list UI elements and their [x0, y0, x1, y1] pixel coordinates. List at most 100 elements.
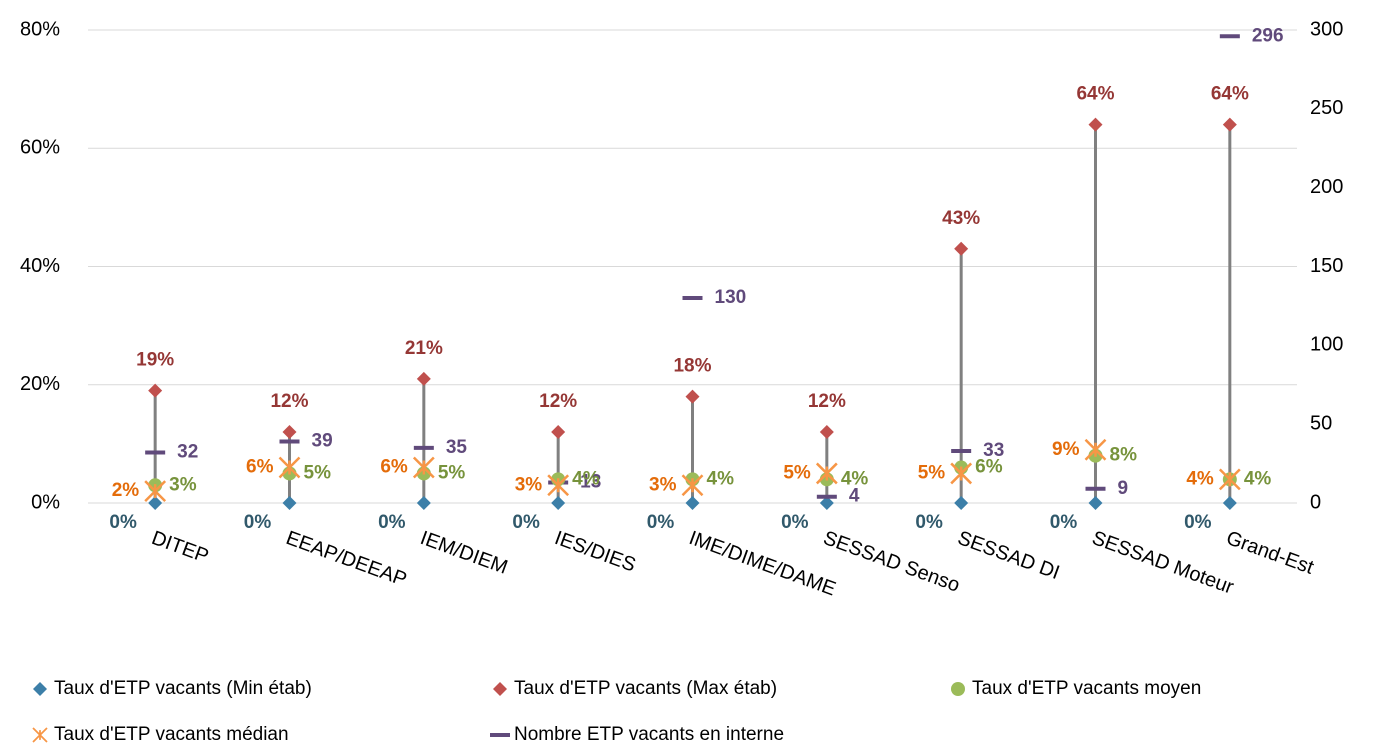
- data-label: 9%: [1052, 439, 1080, 460]
- data-label: 0%: [109, 512, 137, 533]
- x-tick-label: Grand-Est: [1223, 527, 1317, 579]
- legend-item: Taux d'ETP vacants (Min étab): [33, 678, 312, 699]
- data-label: 3%: [649, 474, 677, 495]
- marker: [1088, 117, 1103, 132]
- legend-item: Taux d'ETP vacants médian: [32, 724, 289, 745]
- data-label: 6%: [380, 457, 408, 478]
- marker: [551, 425, 566, 440]
- x-tick-label: EEAP/DEEAP: [283, 527, 410, 591]
- y2-tick-label: 300: [1310, 18, 1343, 40]
- legend-label: Taux d'ETP vacants (Max étab): [514, 678, 777, 699]
- data-label: 5%: [438, 462, 466, 483]
- data-label: 4%: [1244, 468, 1272, 489]
- data-label: 3%: [169, 474, 197, 495]
- y-tick-label: 40%: [20, 255, 60, 277]
- data-label: 4: [849, 486, 860, 507]
- marker: [416, 371, 431, 386]
- data-label: 2%: [112, 480, 140, 501]
- data-label: 0%: [915, 512, 943, 533]
- legend-label: Nombre ETP vacants en interne: [514, 724, 784, 745]
- marker: [547, 474, 570, 497]
- y-tick-label: 20%: [20, 373, 60, 395]
- marker: [951, 682, 965, 696]
- data-label: 12%: [270, 391, 308, 412]
- marker: [493, 682, 507, 696]
- data-label: 4%: [707, 468, 735, 489]
- data-label: 4%: [841, 468, 869, 489]
- marker: [819, 425, 834, 440]
- data-label: 130: [715, 287, 747, 308]
- data-label: 0%: [1050, 512, 1078, 533]
- data-label: 35: [446, 437, 468, 458]
- y2-tick-label: 150: [1310, 255, 1343, 277]
- y-tick-label: 60%: [20, 137, 60, 159]
- data-label: 6%: [975, 457, 1003, 478]
- marker: [819, 496, 834, 510]
- marker: [950, 462, 973, 485]
- x-tick-label: SESSAD Moteur: [1089, 527, 1237, 599]
- data-label: 13: [580, 472, 601, 493]
- marker: [1084, 438, 1107, 461]
- marker: [1222, 117, 1237, 132]
- marker: [278, 456, 301, 479]
- marker: [1088, 496, 1103, 510]
- marker: [815, 462, 838, 485]
- marker: [1218, 468, 1241, 491]
- legend-item: Taux d'ETP vacants (Max étab): [493, 678, 777, 699]
- marker: [1222, 496, 1237, 510]
- y2-tick-label: 50: [1310, 412, 1332, 434]
- data-label: 0%: [378, 512, 406, 533]
- legend-label: Taux d'ETP vacants médian: [54, 724, 289, 745]
- y2-tick-label: 0: [1310, 491, 1321, 513]
- data-label: 8%: [1110, 445, 1138, 466]
- y2-tick-label: 250: [1310, 97, 1343, 119]
- y2-tick-label: 200: [1310, 176, 1343, 198]
- x-tick-label: SESSAD Senso: [820, 527, 962, 597]
- marker: [412, 456, 435, 479]
- y-tick-label: 0%: [31, 491, 60, 513]
- marker: [416, 496, 431, 510]
- data-label: 5%: [304, 462, 332, 483]
- data-label: 5%: [918, 462, 946, 483]
- data-label: 5%: [783, 462, 811, 483]
- data-label: 64%: [1211, 84, 1249, 105]
- marker: [33, 682, 47, 696]
- data-label: 64%: [1076, 84, 1114, 105]
- legend-label: Taux d'ETP vacants (Min étab): [54, 678, 312, 699]
- data-label: 0%: [244, 512, 272, 533]
- data-label: 18%: [673, 356, 711, 377]
- marker: [685, 389, 700, 404]
- x-tick-label: DITEP: [149, 527, 212, 568]
- data-label: 4%: [572, 468, 600, 489]
- y2-tick-label: 100: [1310, 334, 1343, 356]
- y-tick-label: 80%: [20, 18, 60, 40]
- data-label: 12%: [539, 391, 577, 412]
- data-label: 0%: [1184, 512, 1212, 533]
- legend-item: Nombre ETP vacants en interne: [490, 724, 784, 745]
- marker: [32, 727, 48, 743]
- marker: [954, 496, 969, 510]
- marker: [282, 496, 297, 510]
- x-tick-label: IEM/DIEM: [417, 527, 510, 579]
- data-label: 3%: [515, 474, 543, 495]
- marker: [681, 474, 704, 497]
- marker: [144, 480, 167, 503]
- marker: [685, 496, 700, 510]
- data-label: 19%: [136, 350, 174, 371]
- data-label: 43%: [942, 208, 980, 229]
- marker: [148, 496, 163, 510]
- data-label: 0%: [512, 512, 540, 533]
- data-label: 32: [177, 442, 198, 463]
- x-tick-label: IES/DIES: [552, 527, 639, 577]
- data-label: 33: [983, 440, 1004, 461]
- data-label: 9: [1118, 478, 1129, 499]
- x-tick-label: SESSAD DI: [955, 527, 1063, 584]
- data-label: 296: [1252, 25, 1284, 46]
- data-label: 0%: [647, 512, 675, 533]
- data-label: 0%: [781, 512, 809, 533]
- marker: [954, 241, 969, 256]
- data-label: 4%: [1186, 468, 1214, 489]
- legend-item: Taux d'ETP vacants moyen: [951, 678, 1201, 699]
- legend-label: Taux d'ETP vacants moyen: [972, 678, 1201, 699]
